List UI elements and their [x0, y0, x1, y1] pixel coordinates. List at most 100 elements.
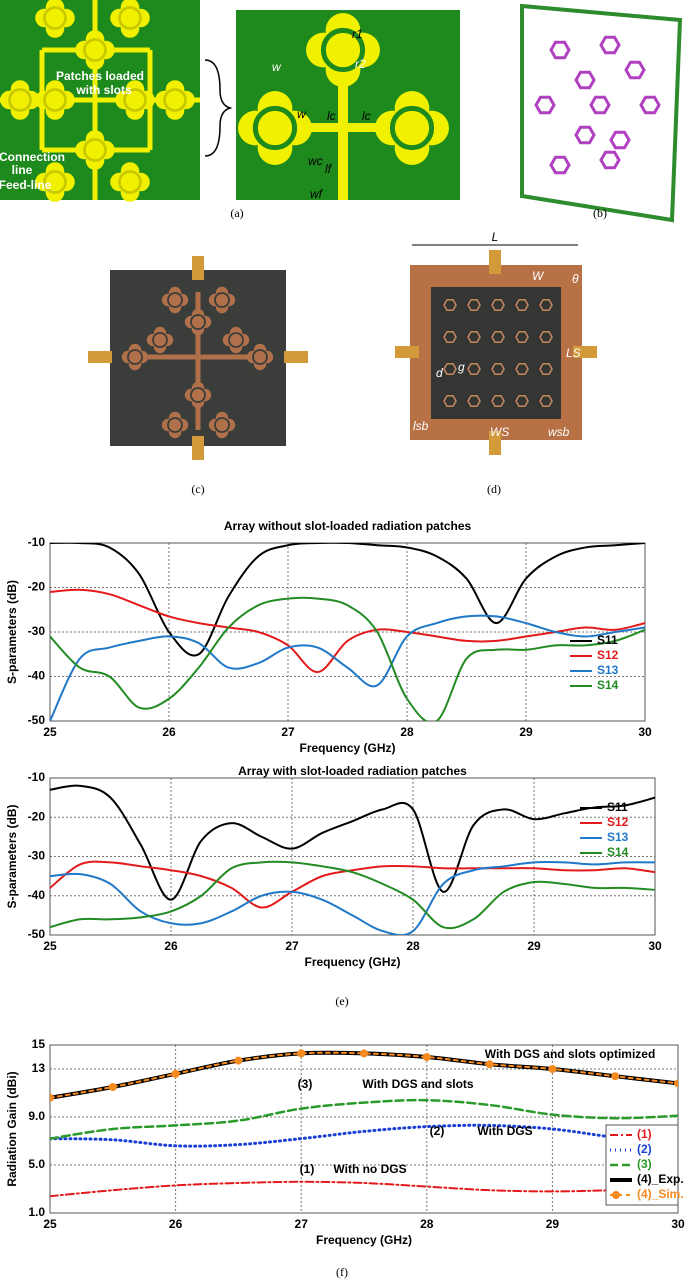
patch-core: [214, 292, 230, 308]
legend: (1)(2)(3)(4)_Exp.(4)_Sim.: [605, 1124, 684, 1206]
symbol: L: [492, 230, 499, 244]
symbol: LS: [566, 346, 581, 360]
slot: [43, 170, 67, 194]
slot: [190, 387, 206, 403]
patch-core: [167, 417, 183, 433]
patch-core: [252, 105, 298, 151]
x-tick-label: 25: [43, 1217, 57, 1231]
annotation: Connection: [0, 150, 65, 164]
legend-label: S13: [597, 663, 619, 677]
hex-slot: [467, 395, 481, 407]
hex-slot: [515, 363, 529, 375]
symbol: wc: [308, 154, 323, 168]
patch: [35, 162, 75, 202]
hex-slot: [491, 299, 505, 311]
series-layer: [50, 1049, 678, 1198]
symbol: r2: [355, 57, 366, 71]
patch: [161, 411, 189, 439]
symbol: r1: [352, 27, 363, 41]
x-tick-label: 28: [406, 939, 420, 953]
hex-slot: [443, 395, 457, 407]
x-tick-label: 28: [400, 725, 414, 739]
connector: [192, 256, 204, 280]
slot: [123, 88, 147, 112]
patch-core: [127, 349, 143, 365]
patch-core: [43, 170, 67, 194]
hex-slot: [639, 95, 661, 115]
patch-core: [118, 170, 142, 194]
hex-slot: [599, 150, 621, 170]
hex-slot: [549, 155, 571, 175]
legend-label: S11: [597, 633, 618, 647]
y-tick-label: 1.0: [28, 1205, 45, 1219]
patch: [115, 80, 155, 120]
x-tick-label: 25: [43, 939, 57, 953]
hex-slot: [609, 130, 631, 150]
slot: [8, 88, 32, 112]
hex-slot: [539, 395, 553, 407]
x-tick-label: 29: [527, 939, 541, 953]
slot: [43, 6, 67, 30]
hex-slot: [599, 35, 621, 55]
patch: [238, 91, 312, 165]
symbol: wsb: [548, 425, 570, 439]
symbol: w: [272, 60, 282, 74]
hex-slot: [443, 299, 457, 311]
plot-frame: [49, 777, 656, 936]
slot: [214, 417, 230, 433]
patch: [246, 343, 274, 371]
annotation: With DGS: [477, 1124, 532, 1138]
patch: [35, 0, 75, 38]
patch-core: [214, 417, 230, 433]
patch-core: [252, 349, 268, 365]
patch: [161, 286, 189, 314]
patch-core: [43, 6, 67, 30]
patch-core: [320, 27, 366, 73]
symbol: lc: [327, 109, 336, 123]
feed-line: [275, 123, 415, 132]
patch: [110, 0, 150, 38]
patch-core: [83, 138, 107, 162]
x-tick-label: 30: [648, 939, 662, 953]
marker: [108, 1083, 117, 1091]
symbol: WS: [490, 425, 509, 439]
connector: [284, 351, 308, 363]
symbol: lf: [325, 162, 333, 176]
x-tick-label: 26: [162, 725, 176, 739]
marker: [297, 1049, 306, 1058]
patch: [121, 343, 149, 371]
legend-label: S12: [607, 815, 629, 829]
annotation: (2): [430, 1124, 445, 1138]
panel-label: (a): [230, 206, 243, 220]
marker: [485, 1060, 494, 1069]
legend-label: S13: [607, 830, 629, 844]
slot: [389, 105, 435, 151]
panel-texts: Patches loaded with slots Connection lin…: [0, 27, 607, 1279]
marker: [422, 1053, 431, 1061]
panel-label: (c): [191, 482, 204, 496]
marker: [548, 1065, 557, 1073]
patch: [375, 91, 449, 165]
hex-slot: [467, 363, 481, 375]
y-tick-label: 9.0: [28, 1109, 45, 1123]
connector: [192, 436, 204, 460]
hex-slot: [589, 95, 611, 115]
patch: [75, 130, 115, 170]
y-tick-label: 15: [32, 1037, 46, 1051]
annotation: With no DGS: [333, 1162, 406, 1176]
hex-slot: [574, 70, 596, 90]
hex-slot: [515, 395, 529, 407]
series-line: [50, 1098, 678, 1140]
slot: [163, 88, 187, 112]
x-tick-label: 26: [164, 939, 178, 953]
connector: [88, 351, 112, 363]
slot: [118, 170, 142, 194]
chart: Array without slot-loaded radiation patc…: [5, 519, 652, 755]
series-line: [50, 860, 655, 930]
brace: [204, 59, 233, 157]
series-layer: [50, 543, 645, 721]
patch-core: [167, 292, 183, 308]
annotation: (1): [300, 1162, 315, 1176]
patch: [184, 308, 212, 336]
